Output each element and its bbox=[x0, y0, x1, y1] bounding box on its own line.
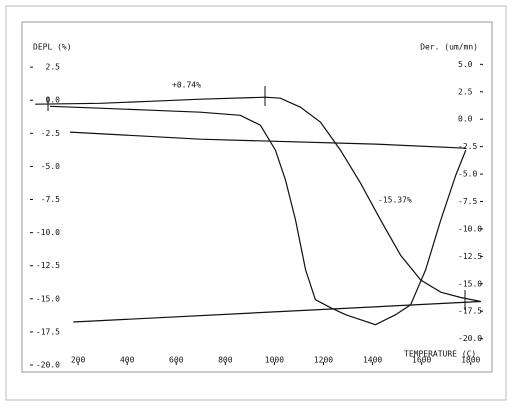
y-tick-label: -10.0 bbox=[36, 228, 60, 237]
y-tick-label: -20.0 bbox=[36, 361, 60, 370]
y-tick-label: 0.0 bbox=[46, 96, 61, 105]
x-tick-label: 1800 bbox=[461, 356, 480, 365]
y2-tick-label: -10.0 bbox=[458, 224, 482, 233]
x-tick-label: 1200 bbox=[314, 356, 333, 365]
x-tick-label: 800 bbox=[218, 356, 233, 365]
x-tick-label: 400 bbox=[120, 356, 135, 365]
y2-tick-label: -12.5 bbox=[458, 252, 482, 261]
y2-tick-label: -2.5 bbox=[458, 142, 477, 151]
y2-tick-label: -20.0 bbox=[458, 334, 482, 343]
series-line bbox=[35, 96, 481, 303]
plot-frame bbox=[21, 21, 493, 373]
x-tick-label: 1000 bbox=[265, 356, 284, 365]
x-tick-label: 600 bbox=[169, 356, 184, 365]
y2-tick-label: -7.5 bbox=[458, 197, 477, 206]
y-tick-label: -17.5 bbox=[36, 327, 60, 336]
y2-tick-label: -15.0 bbox=[458, 279, 482, 288]
x-tick-label: 1400 bbox=[363, 356, 382, 365]
x-tick-label: 1600 bbox=[412, 356, 431, 365]
annotation: +0.74% bbox=[172, 81, 201, 90]
x-axis-label: TEMPERATURE (C) bbox=[404, 350, 476, 359]
x-tick-label: 200 bbox=[71, 356, 86, 365]
series-line bbox=[73, 300, 481, 323]
series-line bbox=[69, 131, 466, 149]
y2-axis-label: Der. (um/mn) bbox=[420, 43, 478, 52]
y-axis-label: DEPL (%) bbox=[33, 43, 72, 52]
y2-tick-label: 2.5 bbox=[458, 87, 473, 96]
y-tick-label: -7.5 bbox=[41, 195, 60, 204]
y-tick-label: -5.0 bbox=[41, 162, 60, 171]
series-line bbox=[50, 105, 467, 326]
annotation: -15.37% bbox=[378, 196, 412, 205]
y2-tick-label: 0.0 bbox=[458, 115, 473, 124]
y2-tick-label: -17.5 bbox=[458, 307, 482, 316]
y-tick-label: -2.5 bbox=[41, 129, 60, 138]
y2-tick-label: -5.0 bbox=[458, 170, 477, 179]
y-tick-label: 2.5 bbox=[46, 63, 61, 72]
y-tick-label: -12.5 bbox=[36, 261, 60, 270]
y-tick-label: -15.0 bbox=[36, 294, 60, 303]
y2-tick-label: 5.0 bbox=[458, 60, 473, 69]
